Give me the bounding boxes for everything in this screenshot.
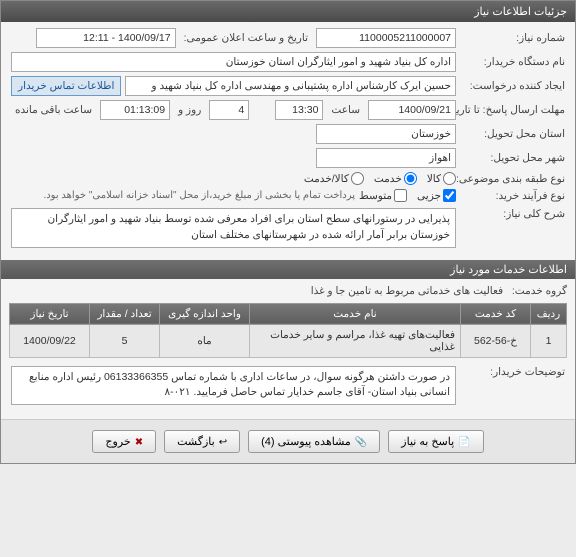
process-checks: جزیی متوسط <box>359 189 456 202</box>
th-name: نام خدمت <box>250 303 461 324</box>
category-radios: کالا خدمت کالا/خدمت <box>304 172 456 185</box>
field-buyer-org: اداره کل بنیاد شهید و امور ایثارگران است… <box>11 52 456 72</box>
check-partial[interactable] <box>443 189 456 202</box>
radio-kala-label[interactable]: کالا <box>427 172 456 185</box>
respond-button-label: پاسخ به نیاز <box>401 435 454 448</box>
field-deadline-time: 13:30 <box>275 100 323 120</box>
buyer-contact-button[interactable]: اطلاعات تماس خریدار <box>11 76 121 96</box>
cell-qty: 5 <box>90 324 160 357</box>
table-header-row: ردیف کد خدمت نام خدمت واحد اندازه گیری ت… <box>10 303 567 324</box>
services-table: ردیف کد خدمت نام خدمت واحد اندازه گیری ت… <box>9 303 567 358</box>
field-deadline-date: 1400/09/21 <box>368 100 456 120</box>
th-index: ردیف <box>531 303 567 324</box>
label-buyer-notes: توضیحات خریدار: <box>460 366 565 378</box>
exit-button-label: خروج <box>105 435 130 448</box>
th-unit: واحد اندازه گیری <box>160 303 250 324</box>
cell-name: فعالیت‌های تهیه غذا، مراسم و سایر خدمات … <box>250 324 461 357</box>
field-announce: 1400/09/17 - 12:11 <box>36 28 176 48</box>
check-partial-label[interactable]: جزیی <box>417 189 456 202</box>
service-group-text: فعالیت های خدماتی مربوط به تامین جا و غذ… <box>311 285 503 297</box>
radio-kala-text: کالا <box>427 173 441 185</box>
respond-button[interactable]: پاسخ به نیاز <box>388 430 483 453</box>
check-medium-label[interactable]: متوسط <box>359 189 407 202</box>
label-need-desc: شرح کلی نیاز: <box>460 208 565 220</box>
check-partial-text: جزیی <box>417 190 441 202</box>
field-remaining-days: 4 <box>209 100 249 120</box>
back-button-label: بازگشت <box>177 435 215 448</box>
document-icon <box>458 436 470 448</box>
field-remaining-time: 01:13:09 <box>100 100 170 120</box>
process-note: پرداخت تمام یا بخشی از مبلغ خرید،از محل … <box>11 190 355 201</box>
check-medium-text: متوسط <box>359 190 392 202</box>
radio-khadmat[interactable] <box>404 172 417 185</box>
label-category: نوع طبقه بندی موضوعی: <box>460 173 565 185</box>
radio-both[interactable] <box>351 172 364 185</box>
radio-khadmat-text: خدمت <box>374 173 402 185</box>
th-code: کد خدمت <box>461 303 531 324</box>
cell-date: 1400/09/22 <box>10 324 90 357</box>
label-requester: ایجاد کننده درخواست: <box>460 80 565 92</box>
service-group-row: گروه خدمت: فعالیت های خدماتی مربوط به تا… <box>1 283 575 303</box>
field-need-desc: پذیرایی در رستورانهای سطح استان برای افر… <box>11 208 456 248</box>
radio-kala[interactable] <box>443 172 456 185</box>
field-buyer-notes: در صورت داشتن هرگونه سوال، در ساعات ادار… <box>11 366 456 406</box>
th-date: تاریخ نیاز <box>10 303 90 324</box>
cell-code: خ-56-562 <box>461 324 531 357</box>
label-hour-1: ساعت <box>327 104 364 116</box>
radio-both-label[interactable]: کالا/خدمت <box>304 172 364 185</box>
field-delivery-city: اهواز <box>316 148 456 168</box>
window-titlebar: جزئیات اطلاعات نیاز <box>1 1 575 22</box>
cell-index: 1 <box>531 324 567 357</box>
back-button[interactable]: بازگشت <box>164 430 240 453</box>
label-need-no: شماره نیاز: <box>460 32 565 44</box>
label-buyer-org: نام دستگاه خریدار: <box>460 56 565 68</box>
exit-icon <box>135 436 143 448</box>
attachments-button-label: مشاهده پیوستی (4) <box>261 435 351 448</box>
attachment-icon <box>355 436 367 448</box>
label-day-and: روز و <box>174 104 205 116</box>
label-delivery-city: شهر محل تحویل: <box>460 152 565 164</box>
section-services-header: اطلاعات خدمات مورد نیاز <box>1 260 575 279</box>
th-qty: تعداد / مقدار <box>90 303 160 324</box>
field-need-no: 1100005211000007 <box>316 28 456 48</box>
label-remaining: ساعت باقی مانده <box>11 104 96 116</box>
exit-button[interactable]: خروج <box>92 430 156 453</box>
attachments-button[interactable]: مشاهده پیوستی (4) <box>248 430 380 453</box>
radio-both-text: کالا/خدمت <box>304 173 349 185</box>
field-requester: حسین ایرک کارشناس اداره پشتیبانی و مهندس… <box>125 76 456 96</box>
table-row[interactable]: 1 خ-56-562 فعالیت‌های تهیه غذا، مراسم و … <box>10 324 567 357</box>
label-delivery-prov: استان محل تحویل: <box>460 128 565 140</box>
label-deadline: مهلت ارسال پاسخ: تا تاریخ: <box>460 104 565 116</box>
back-icon <box>219 436 227 448</box>
field-delivery-prov: خوزستان <box>316 124 456 144</box>
radio-khadmat-label[interactable]: خدمت <box>374 172 417 185</box>
footer-buttons: پاسخ به نیاز مشاهده پیوستی (4) بازگشت خر… <box>1 419 575 463</box>
window-title: جزئیات اطلاعات نیاز <box>474 6 567 18</box>
form-area: شماره نیاز: 1100005211000007 تاریخ و ساع… <box>1 22 575 256</box>
check-medium[interactable] <box>394 189 407 202</box>
cell-unit: ماه <box>160 324 250 357</box>
label-announce: تاریخ و ساعت اعلان عمومی: <box>180 32 312 44</box>
label-service-group: گروه خدمت: <box>512 285 567 297</box>
details-window: جزئیات اطلاعات نیاز شماره نیاز: 11000052… <box>0 0 576 464</box>
label-process: نوع فرآیند خرید: <box>460 190 565 202</box>
